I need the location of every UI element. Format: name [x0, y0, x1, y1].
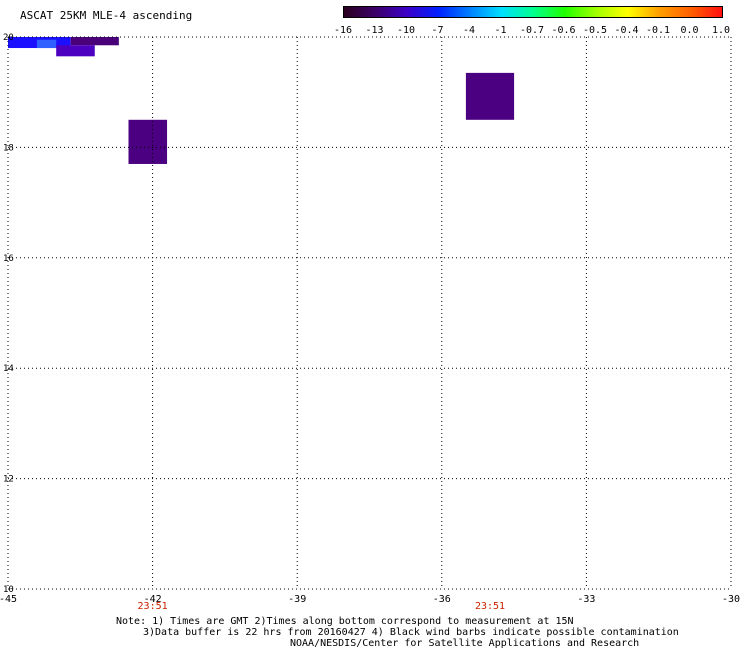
- data-cell: [56, 45, 95, 57]
- x-tick-label: -33: [577, 594, 595, 605]
- map-plot: -45 -42 -39 -36 -33 -30 20 18 16 14 12 10 23:51 23:51: [0, 33, 740, 612]
- colorbar-label: 0.0: [680, 25, 699, 36]
- data-cell: [465, 72, 515, 120]
- y-tick-label: 20: [3, 33, 14, 43]
- y-tick-label: 12: [3, 475, 14, 485]
- note-line-1: Note: 1) Times are GMT 2)Times along bot…: [116, 616, 574, 627]
- colorbar-label: -0.6: [551, 25, 576, 36]
- note-line-2: 3)Data buffer is 22 hrs from 20160427 4)…: [143, 627, 679, 638]
- colorbar-label: -10: [396, 25, 416, 36]
- colorbar-label: -4: [462, 25, 476, 36]
- colorbar-label: -7: [431, 25, 444, 36]
- colorbar-label: -0.7: [519, 25, 545, 36]
- y-tick-label: 16: [3, 254, 14, 264]
- colorbar-label: -16: [333, 25, 353, 36]
- colorbar-label: -0.1: [645, 25, 671, 36]
- time-label: 23:51: [138, 601, 168, 612]
- colorbar-label: -1: [494, 25, 507, 36]
- colorbar-label: -13: [365, 25, 384, 36]
- colorbar: [343, 6, 723, 18]
- x-tick-label: -39: [288, 594, 306, 605]
- x-tick-label: -30: [722, 594, 740, 605]
- map-title: ASCAT 25KM MLE-4 ascending: [20, 9, 193, 22]
- y-tick-label: 10: [3, 585, 14, 595]
- x-tick-label: -42: [144, 594, 162, 605]
- data-cell: [70, 37, 119, 46]
- y-tick-label: 18: [3, 143, 14, 153]
- time-label: 23:51: [475, 601, 505, 612]
- data-cell: [36, 39, 57, 49]
- colorbar-label: 1.0: [711, 25, 731, 36]
- y-tick-label: 14: [3, 364, 14, 374]
- colorbar-label: -0.4: [614, 25, 639, 36]
- data-cell: [128, 119, 168, 164]
- note-line-3: NOAA/NESDIS/Center for Satellite Applica…: [290, 638, 640, 649]
- x-tick-label: -36: [433, 594, 451, 605]
- colorbar-label: -0.5: [582, 25, 608, 36]
- x-tick-label: -45: [0, 594, 17, 605]
